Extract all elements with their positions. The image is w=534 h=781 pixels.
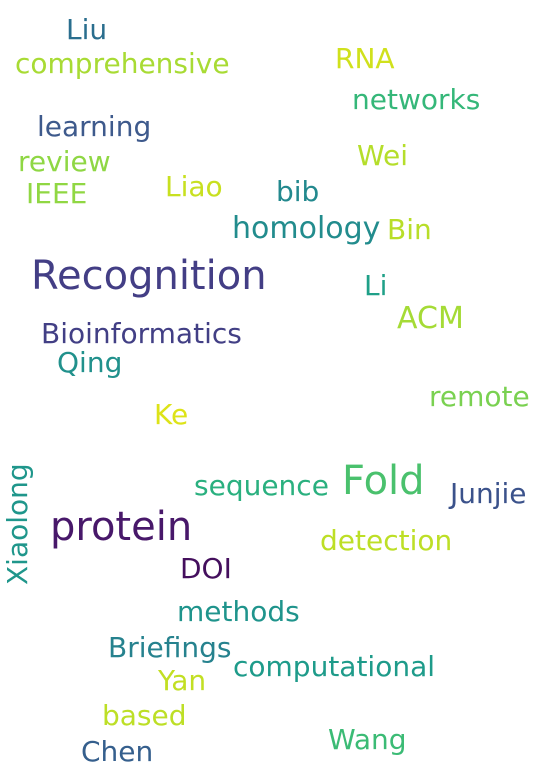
word-li: Li — [364, 269, 388, 302]
word-briefings: Briefings — [108, 631, 232, 664]
word-detection: detection — [320, 524, 453, 557]
word-liu: Liu — [66, 13, 108, 46]
word-comprehensive: comprehensive — [15, 47, 230, 80]
word-yan: Yan — [158, 664, 207, 697]
word-remote: remote — [429, 380, 530, 413]
word-learning: learning — [37, 110, 152, 143]
word-bib: bib — [276, 175, 320, 208]
word-junjie: Junjie — [450, 477, 527, 510]
word-rna: RNA — [335, 42, 395, 75]
word-based: based — [102, 699, 187, 732]
word-wang: Wang — [328, 723, 407, 756]
word-fold: Fold — [342, 458, 425, 504]
word-xiaolong: Xiaolong — [1, 463, 34, 585]
word-review: review — [18, 145, 111, 178]
word-ieee: IEEE — [26, 177, 88, 210]
word-ke: Ke — [154, 398, 189, 431]
word-protein: protein — [50, 504, 193, 550]
word-acm: ACM — [397, 301, 464, 336]
word-methods: methods — [177, 595, 300, 628]
word-sequence: sequence — [194, 469, 329, 502]
word-liao: Liao — [165, 170, 223, 203]
word-bin: Bin — [387, 213, 432, 246]
word-qing: Qing — [57, 346, 123, 379]
word-networks: networks — [352, 83, 481, 116]
word-computational: computational — [233, 650, 436, 683]
word-doi: DOI — [180, 552, 232, 585]
word-homology: homology — [232, 211, 381, 246]
word-wei: Wei — [357, 139, 409, 172]
word-bioinformatics: Bioinformatics — [41, 317, 242, 350]
word-chen: Chen — [81, 735, 154, 768]
word-recognition: Recognition — [31, 253, 267, 299]
